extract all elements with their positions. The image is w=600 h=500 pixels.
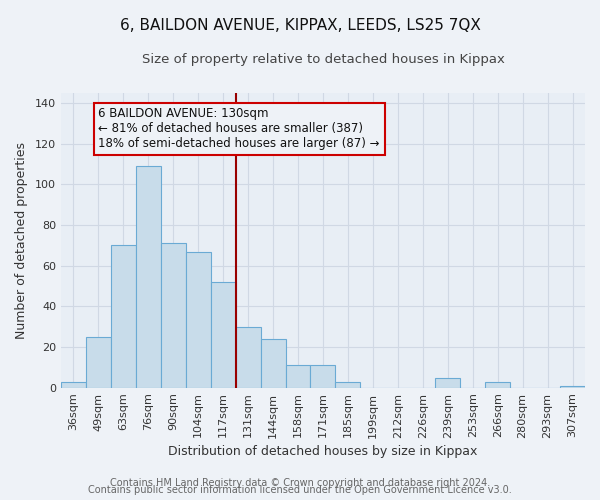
Text: 6 BAILDON AVENUE: 130sqm
← 81% of detached houses are smaller (387)
18% of semi-: 6 BAILDON AVENUE: 130sqm ← 81% of detach… [98,108,380,150]
Bar [86,337,111,388]
Bar [485,382,510,388]
Bar [286,366,310,388]
Bar [211,282,236,388]
Text: Contains public sector information licensed under the Open Government Licence v3: Contains public sector information licen… [88,485,512,495]
Y-axis label: Number of detached properties: Number of detached properties [15,142,28,339]
Bar [560,386,585,388]
Text: Contains HM Land Registry data © Crown copyright and database right 2024.: Contains HM Land Registry data © Crown c… [110,478,490,488]
Bar [260,339,286,388]
Bar [335,382,361,388]
Bar [61,382,86,388]
Bar [236,326,260,388]
Text: 6, BAILDON AVENUE, KIPPAX, LEEDS, LS25 7QX: 6, BAILDON AVENUE, KIPPAX, LEEDS, LS25 7… [119,18,481,32]
Bar [136,166,161,388]
Bar [435,378,460,388]
Bar [161,244,186,388]
Bar [186,252,211,388]
X-axis label: Distribution of detached houses by size in Kippax: Distribution of detached houses by size … [168,444,478,458]
Title: Size of property relative to detached houses in Kippax: Size of property relative to detached ho… [142,52,505,66]
Bar [310,366,335,388]
Bar [111,246,136,388]
